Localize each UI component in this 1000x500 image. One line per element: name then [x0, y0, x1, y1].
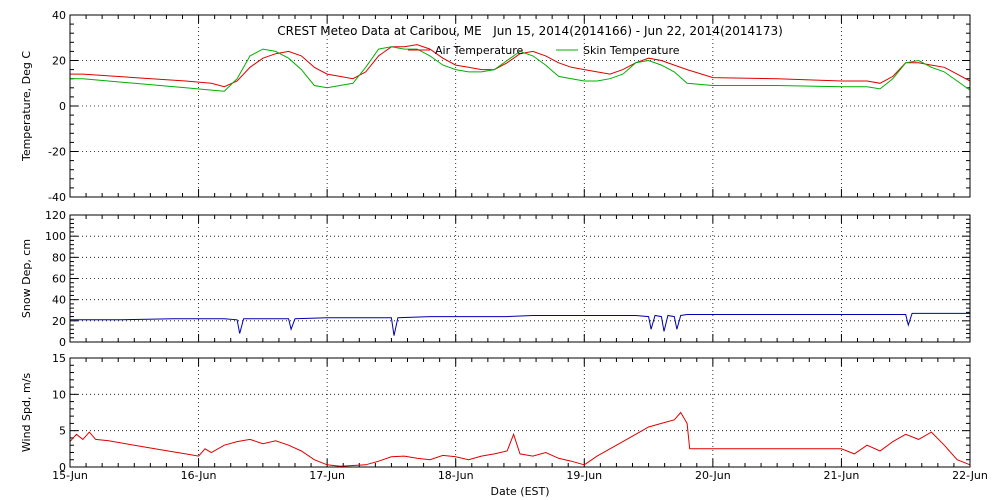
legend-label: Skin Temperature [583, 44, 680, 57]
y-tick-label: 10 [52, 388, 66, 401]
y-tick-label: 40 [52, 9, 66, 22]
x-tick-label: 17-Jun [309, 469, 345, 482]
series-line-panel1-1 [70, 44, 971, 88]
y-axis-title: Temperature, Deg C [20, 51, 33, 162]
y-tick-label: 5 [59, 425, 66, 438]
y-tick-label: 15 [52, 352, 66, 365]
plot-frame [69, 357, 971, 468]
plot-frame [69, 214, 971, 343]
series-line-panel3-1 [69, 411, 971, 467]
series-line-panel2-1 [70, 312, 970, 336]
y-tick-label: -40 [48, 191, 66, 204]
y-tick-label: 20 [52, 315, 66, 328]
y-tick-label: 100 [45, 230, 66, 243]
panels-layer: -40 -20 0 20 40 Temperature, Deg C 0 20 40 60 80 10… [20, 9, 988, 482]
y-tick-label: 60 [52, 273, 66, 286]
y-tick-label: 20 [52, 55, 66, 68]
panel-1: -40 -20 0 20 40 Temperature, Deg C [20, 9, 971, 204]
x-axis-title: Date (EST) [490, 485, 549, 498]
panel-2: 0 20 40 60 80 100 120 Snow Dep, cm [20, 209, 971, 349]
y-tick-label: 0 [59, 100, 66, 113]
x-tick-label: 22-Jun [952, 469, 988, 482]
legend-label: Air Temperature [435, 44, 524, 57]
y-tick-label: 0 [59, 336, 66, 349]
y-tick-label: 40 [52, 294, 66, 307]
y-tick-label: 120 [45, 209, 66, 222]
y-axis-title: Wind Spd, m/s [20, 373, 33, 453]
legend: Air Temperature Skin Temperature [408, 44, 680, 57]
y-tick-label: 0 [59, 461, 66, 474]
y-axis-title: Snow Dep, cm [20, 239, 33, 318]
x-tick-label: 20-Jun [695, 469, 731, 482]
x-tick-label: 15-Jun [52, 469, 88, 482]
x-tick-label: 19-Jun [566, 469, 602, 482]
x-tick-label: 16-Jun [181, 469, 217, 482]
y-tick-label: 80 [52, 251, 66, 264]
plot-frame [69, 14, 971, 198]
series-line-panel1-2 [70, 46, 971, 92]
x-tick-label: 18-Jun [438, 469, 474, 482]
panel-3: 0 5 10 15 Wind Spd, m/s [20, 352, 971, 474]
chart-title: CREST Meteo Data at Caribou, ME Jun 15, … [277, 24, 783, 38]
y-tick-label: -20 [48, 146, 66, 159]
x-tick-label: 21-Jun [824, 469, 860, 482]
